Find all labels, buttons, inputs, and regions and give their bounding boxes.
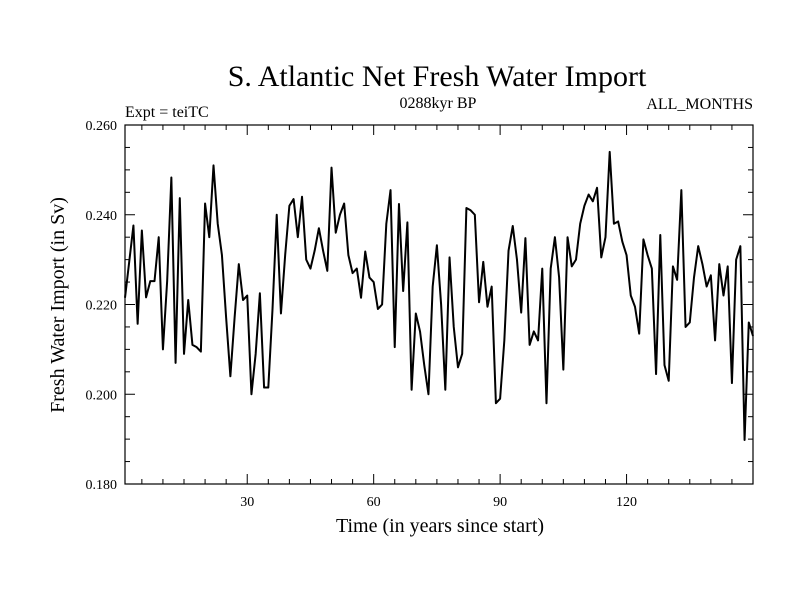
tick-labels: 30 60 90 120 0.180 0.200 0.220 0.240 0.260	[86, 119, 638, 510]
x-tick-label: 30	[240, 495, 254, 510]
y-axis-label: Fresh Water Import (in Sv)	[47, 197, 69, 413]
x-tick-label: 90	[493, 495, 507, 510]
subtitle-experiment: Expt = teiTC	[125, 104, 209, 121]
x-tick-label: 120	[616, 495, 637, 510]
chart-title: S. Atlantic Net Fresh Water Import	[228, 60, 647, 93]
series-layer	[124, 150, 754, 442]
subtitle-months: ALL_MONTHS	[646, 96, 753, 113]
series-line	[124, 150, 754, 442]
y-tick-label: 0.240	[86, 209, 118, 224]
y-tick-label: 0.200	[86, 388, 118, 403]
x-tick-label: 60	[367, 495, 381, 510]
y-tick-label: 0.220	[86, 299, 118, 314]
y-tick-label: 0.260	[86, 119, 118, 134]
axis-ticks	[125, 124, 753, 485]
y-tick-label: 0.180	[86, 478, 118, 493]
subtitle-period: 0288kyr BP	[400, 95, 477, 112]
x-axis-label: Time (in years since start)	[336, 515, 544, 537]
